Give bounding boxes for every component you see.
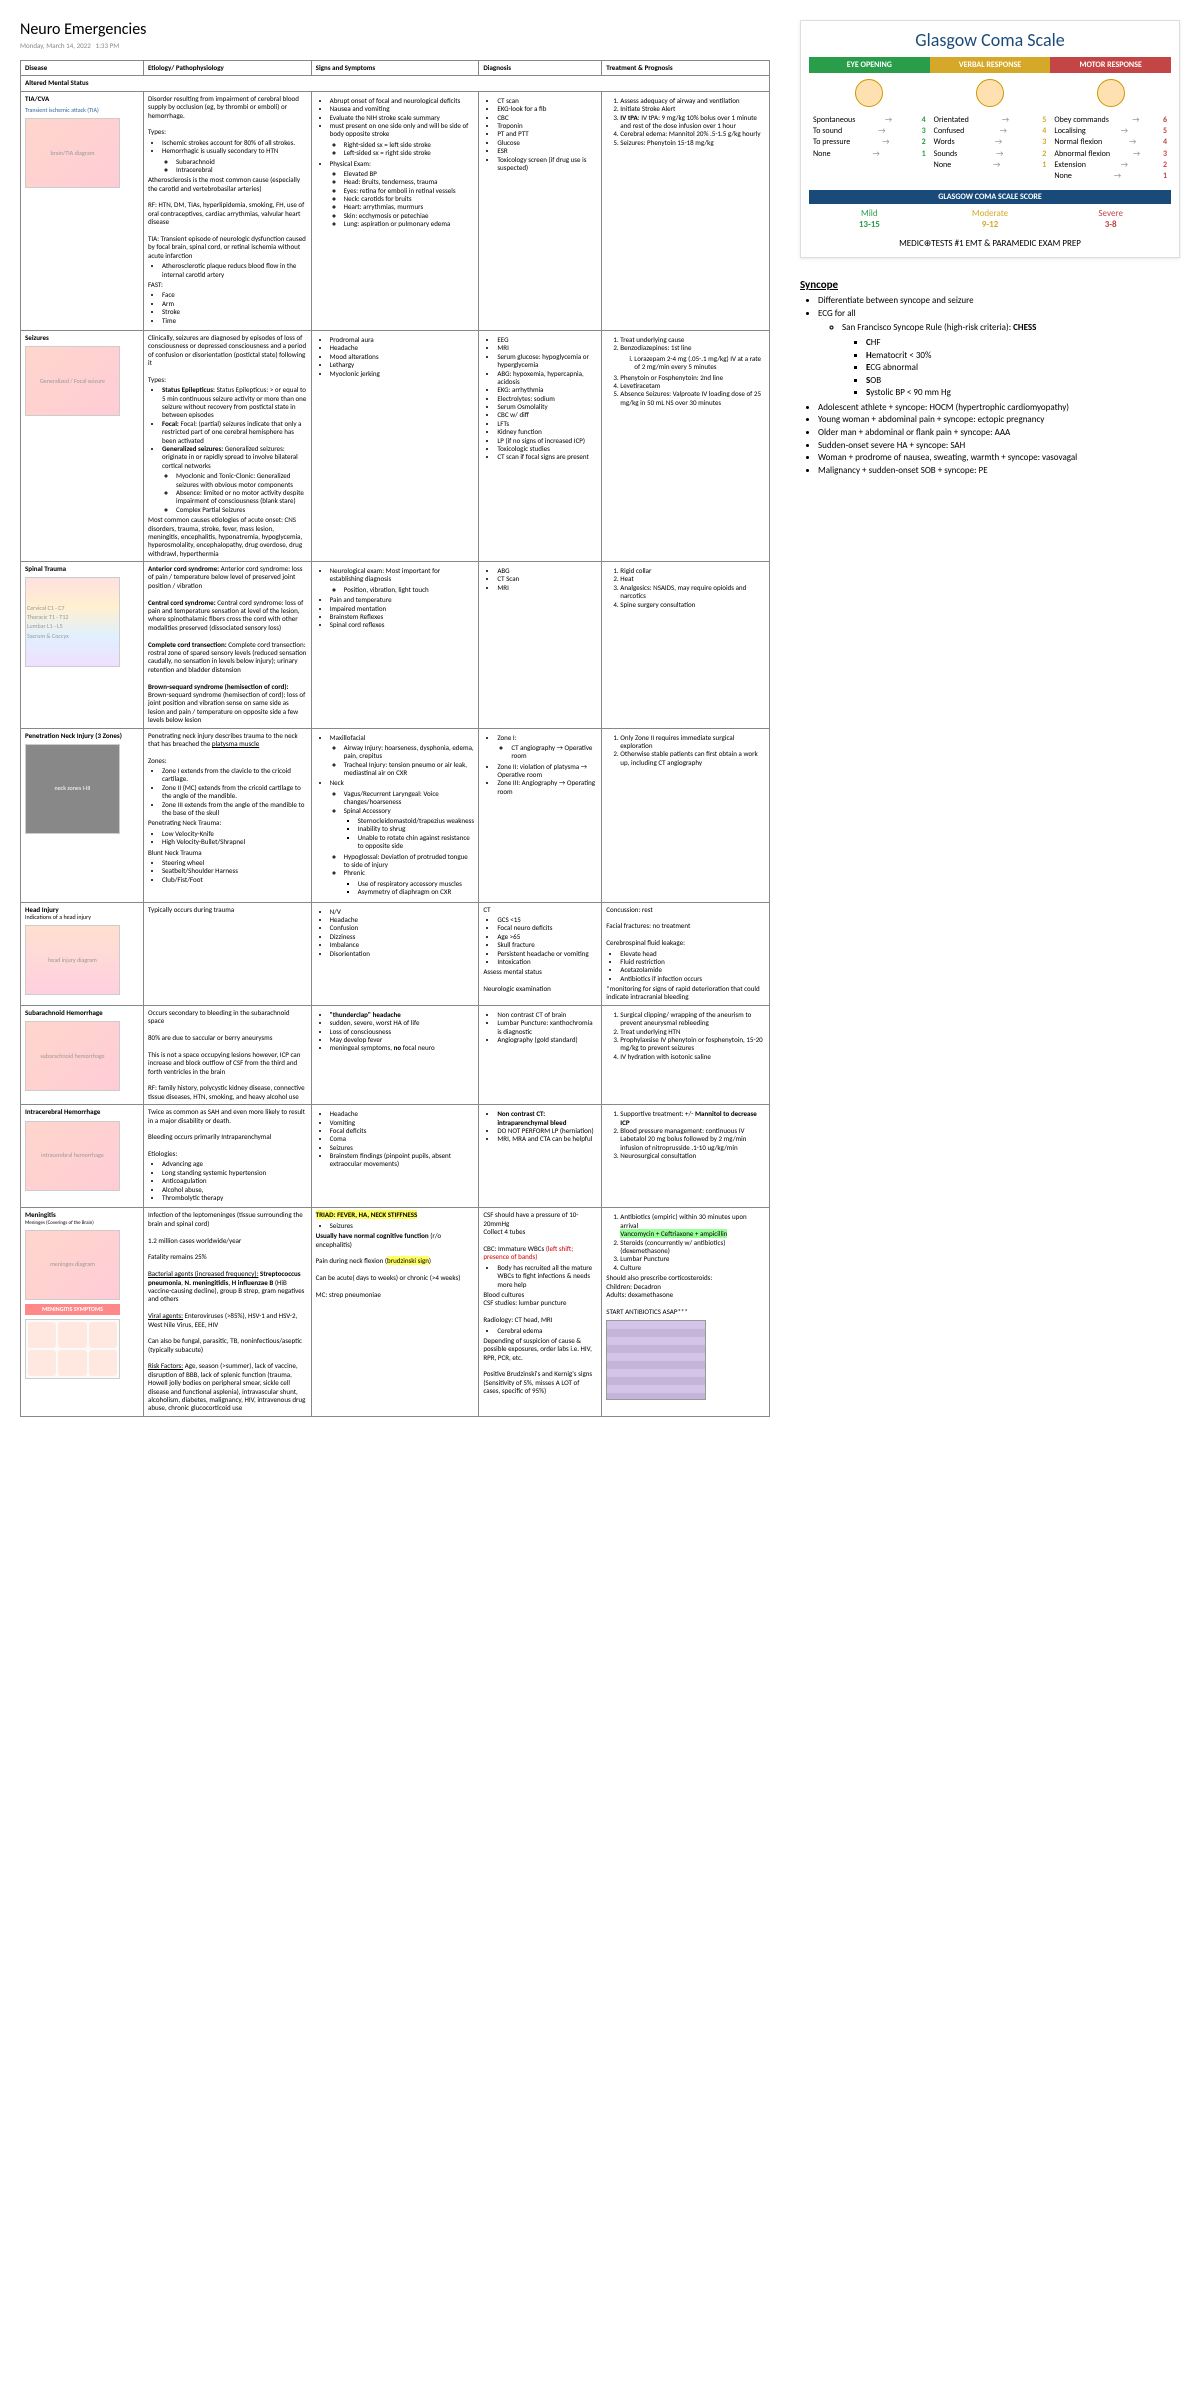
cell-seiz-treat: Treat underlying cause Benzodiazepines: … <box>602 330 770 561</box>
row-seizures: Seizures Generalized / Focal seizure Cli… <box>21 330 770 561</box>
cell-men-treat: Antibiotics (empiric) within 30 minutes … <box>602 1208 770 1416</box>
syncope-item: Differentiate between syncope and seizur… <box>818 295 1180 308</box>
cell-ich-disease: Intracerebral Hemorrhage intracerebral h… <box>21 1105 144 1208</box>
cell-ich-signs: HeadacheVomitingFocal deficits ComaSeizu… <box>311 1105 479 1208</box>
section-altered-mental: Altered Mental Status <box>21 76 770 91</box>
cell-head-etio: Typically occurs during trauma <box>143 902 311 1005</box>
cell-spinal-signs: Neurological exam: Most important for es… <box>311 562 479 728</box>
cell-men-disease: Meningitis Meninges (Coverings of the Br… <box>21 1208 144 1416</box>
page-meta: Monday, March 14, 2022 1:33 PM <box>20 41 770 50</box>
cell-tia-treat: Assess adequacy of airway and ventilatio… <box>602 91 770 330</box>
tia-brain-image: brain/TIA diagram <box>25 118 120 188</box>
syncope-pattern: Adolescent athlete + syncope: HOCM (hype… <box>818 402 1180 415</box>
cell-head-diag: CT GCS <15Focal neuro deficitsAge >65 Sk… <box>479 902 602 1005</box>
cell-seiz-etio: Clinically, seizures are diagnosed by ep… <box>143 330 311 561</box>
row-sah: Subarachnoid Hemorrhage subarachnoid hem… <box>21 1005 770 1104</box>
chess-item: Systolic BP < 90 mm Hg <box>866 387 1180 400</box>
syncope-item: ECG for all San Francisco Syncope Rule (… <box>818 308 1180 400</box>
row-spinal: Spinal Trauma Cervical C1 - C7 Thoracic … <box>21 562 770 728</box>
page-title: Neuro Emergencies <box>20 20 770 39</box>
gcs-ranges: Mild13-15 Moderate9-12 Severe3-8 <box>809 204 1171 234</box>
cell-neck-etio: Penetrating neck injury describes trauma… <box>143 728 311 902</box>
row-head: Head Injury Indications of a head injury… <box>21 902 770 1005</box>
gcs-footer: MEDIC⊕TESTS #1 EMT & PARAMEDIC EXAM PREP <box>809 238 1171 249</box>
cell-seiz-signs: Prodromal auraHeadache Mood alterationsL… <box>311 330 479 561</box>
chess-item: SOB <box>866 375 1180 388</box>
cell-spinal-etio: Anterior cord syndrome: Anterior cord sy… <box>143 562 311 728</box>
cell-tia-etio: Disorder resulting from impairment of ce… <box>143 91 311 330</box>
cell-spinal-diag: ABGCT ScanMRI <box>479 562 602 728</box>
cell-sah-etio: Occurs secondary to bleeding in the suba… <box>143 1005 311 1104</box>
cell-ich-etio: Twice as common as SAH and even more lik… <box>143 1105 311 1208</box>
meningitis-symptoms-header: MENINGITIS SYMPTOMS <box>25 1304 120 1315</box>
syncope-item: San Francisco Syncope Rule (high-risk cr… <box>842 322 1180 400</box>
cell-spinal-treat: Rigid collarHeat Analgesics: NSAIDS, may… <box>602 562 770 728</box>
syncope-pattern: Young woman + abdominal pain + syncope: … <box>818 414 1180 427</box>
chess-item: ECG abnormal <box>866 362 1180 375</box>
gcs-body: Spontaneous→4 To sound→3 To pressure→2 N… <box>809 113 1171 184</box>
cell-men-signs: TRIAD: FEVER, HA, NECK STIFFNESS Seizure… <box>311 1208 479 1416</box>
cell-seiz-diag: EEGMRI Serum glucose: hypoglycemia or hy… <box>479 330 602 561</box>
table-header-row: Disease Etiology/ Pathophysiology Signs … <box>21 61 770 76</box>
cell-ich-treat: Supportive treatment: +/- Mannitol to de… <box>602 1105 770 1208</box>
cell-men-diag: CSF should have a pressure of 10-20mmHg … <box>479 1208 602 1416</box>
gcs-eye-col: Spontaneous→4 To sound→3 To pressure→2 N… <box>809 113 930 184</box>
gcs-motor-col: Obey commands→6 Localising→5 Normal flex… <box>1050 113 1171 184</box>
syncope-pattern: Malignancy + sudden-onset SOB + syncope:… <box>818 465 1180 478</box>
cell-neck-disease: Penetration Neck Injury (3 Zones) neck z… <box>21 728 144 902</box>
cell-neck-diag: Zone I: CT angiography → Operative room … <box>479 728 602 902</box>
gcs-score-header: GLASGOW COMA SCALE SCORE <box>809 190 1171 204</box>
row-ich: Intracerebral Hemorrhage intracerebral h… <box>21 1105 770 1208</box>
row-meningitis: Meningitis Meninges (Coverings of the Br… <box>21 1208 770 1416</box>
cell-tia-signs: Abrupt onset of focal and neurological d… <box>311 91 479 330</box>
gcs-verbal-col: Orientated→5 Confused→4 Words→3 Sounds→2… <box>930 113 1051 184</box>
cell-neck-treat: Only Zone II requires immediate surgical… <box>602 728 770 902</box>
motor-face-icon <box>1097 79 1125 107</box>
hdr-signs: Signs and Symptoms <box>311 61 479 76</box>
neck-zones-image: neck zones I-III <box>25 744 120 834</box>
cell-sah-diag: Non contrast CT of brainLumbar Puncture:… <box>479 1005 602 1104</box>
cell-sah-signs: "thunderclap" headache sudden, severe, w… <box>311 1005 479 1104</box>
glasgow-coma-scale-card: Glasgow Coma Scale EYE OPENING VERBAL RE… <box>800 20 1180 258</box>
cell-head-signs: N/VHeadacheConfusion DizzinessImbalanceD… <box>311 902 479 1005</box>
gcs-headers: EYE OPENING VERBAL RESPONSE MOTOR RESPON… <box>809 57 1171 73</box>
meninges-image: meninges diagram <box>25 1230 120 1300</box>
cell-head-disease: Head Injury Indications of a head injury… <box>21 902 144 1005</box>
cell-head-treat: Concussion: rest Facial fractures: no tr… <box>602 902 770 1005</box>
seizure-brain-image: Generalized / Focal seizure <box>25 346 120 416</box>
hdr-etio: Etiology/ Pathophysiology <box>143 61 311 76</box>
gcs-title: Glasgow Coma Scale <box>809 29 1171 51</box>
row-neck: Penetration Neck Injury (3 Zones) neck z… <box>21 728 770 902</box>
ich-image: intracerebral hemorrhage <box>25 1121 120 1191</box>
chess-item: Hematocrit < 30% <box>866 350 1180 363</box>
cell-spinal-disease: Spinal Trauma Cervical C1 - C7 Thoracic … <box>21 562 144 728</box>
verbal-face-icon <box>976 79 1004 107</box>
cell-sah-disease: Subarachnoid Hemorrhage subarachnoid hem… <box>21 1005 144 1104</box>
eye-face-icon <box>855 79 883 107</box>
syncope-section: Syncope Differentiate between syncope an… <box>800 278 1180 477</box>
syncope-title: Syncope <box>800 278 1180 291</box>
cell-tia-diag: CT scanEKG-look for a fibCBC TroponinPT … <box>479 91 602 330</box>
hdr-diag: Diagnosis <box>479 61 602 76</box>
cell-neck-signs: Maxillofacial Airway Injury: hoarseness,… <box>311 728 479 902</box>
cell-sah-treat: Surgical clipping/ wrapping of the aneur… <box>602 1005 770 1104</box>
gcs-face-icons <box>809 73 1171 113</box>
syncope-pattern: Older man + abdominal or flank pain + sy… <box>818 427 1180 440</box>
spine-image: Cervical C1 - C7 Thoracic T1 - T12 Lumba… <box>25 577 120 667</box>
sah-image: subarachnoid hemorrhage <box>25 1021 120 1091</box>
cell-ich-diag: Non contrast CT: intraparenchymal bleed … <box>479 1105 602 1208</box>
cell-men-etio: Infection of the leptomeninges (tissue s… <box>143 1208 311 1416</box>
hdr-treat: Treatment & Prognosis <box>602 61 770 76</box>
cell-seiz-disease: Seizures Generalized / Focal seizure <box>21 330 144 561</box>
neuro-table: Disease Etiology/ Pathophysiology Signs … <box>20 60 770 1417</box>
chess-item: CHF <box>866 337 1180 350</box>
row-tia: TIA/CVA Transient ischemic attack (TIA) … <box>21 91 770 330</box>
cell-tia-disease: TIA/CVA Transient ischemic attack (TIA) … <box>21 91 144 330</box>
meningitis-symptoms-grid <box>25 1319 120 1379</box>
head-injury-image: head injury diagram <box>25 925 120 995</box>
hdr-disease: Disease <box>21 61 144 76</box>
syncope-pattern: Sudden-onset severe HA + syncope: SAH <box>818 440 1180 453</box>
empiric-antibiotics-table <box>606 1320 706 1400</box>
syncope-pattern: Woman + prodrome of nausea, sweating, wa… <box>818 452 1180 465</box>
